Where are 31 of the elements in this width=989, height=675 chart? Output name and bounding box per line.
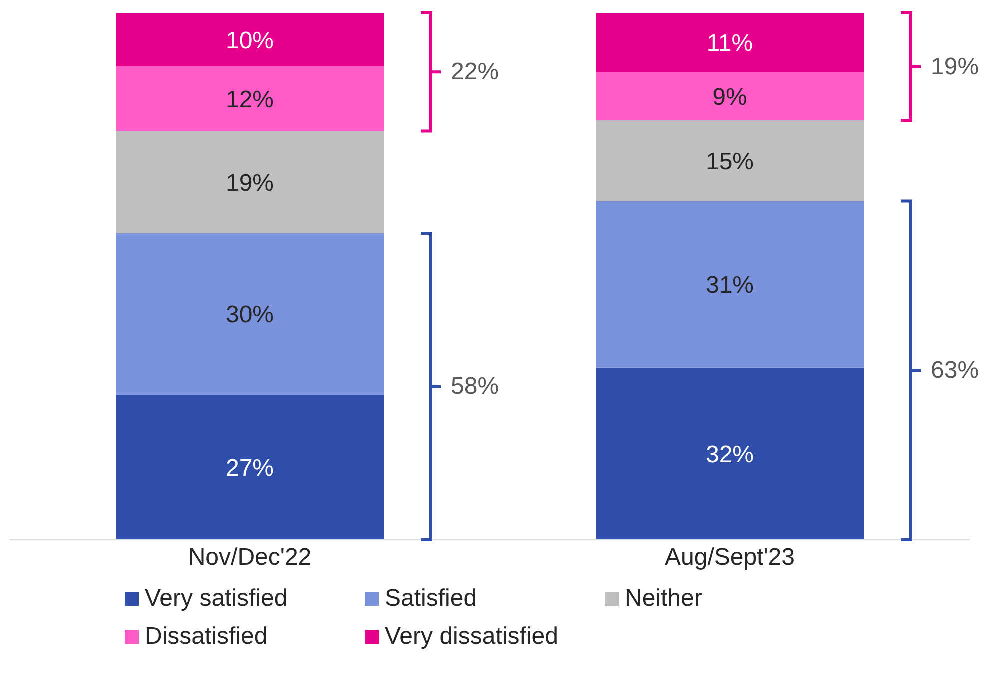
bar [116, 394, 384, 540]
annotation: 22% [451, 58, 500, 86]
legend-label: Dissatisfied [145, 623, 268, 651]
legend-label: Very satisfied [145, 585, 288, 613]
legend-label: Neither [625, 585, 702, 613]
bar [116, 131, 384, 234]
data-label: 27% [226, 454, 274, 482]
bar [596, 368, 864, 540]
legend-label: Satisfied [385, 585, 478, 613]
data-label: 10% [226, 27, 274, 54]
bar [596, 13, 864, 72]
annotation: 63% [931, 357, 980, 384]
legend-label: Very dissatisfied [385, 623, 558, 651]
bar [116, 13, 384, 67]
annotation: 19% [931, 53, 980, 80]
bar [116, 66, 384, 132]
x-tick-label: Nov/Dec'22 [188, 544, 312, 572]
data-label: 19% [226, 170, 274, 197]
bar [596, 120, 864, 202]
bar [596, 72, 864, 121]
data-label: 31% [706, 272, 754, 300]
data-label: 11% [706, 30, 754, 58]
data-label: 32% [706, 441, 754, 468]
x-tick-label: Aug/Sept'23 [664, 544, 796, 572]
data-label: 15% [706, 148, 754, 176]
data-label: 30% [226, 302, 274, 329]
bar [116, 233, 384, 395]
data-label: 12% [226, 86, 274, 114]
data-label: 9% [712, 84, 748, 111]
annotation: 58% [451, 373, 500, 400]
bar [596, 201, 864, 368]
